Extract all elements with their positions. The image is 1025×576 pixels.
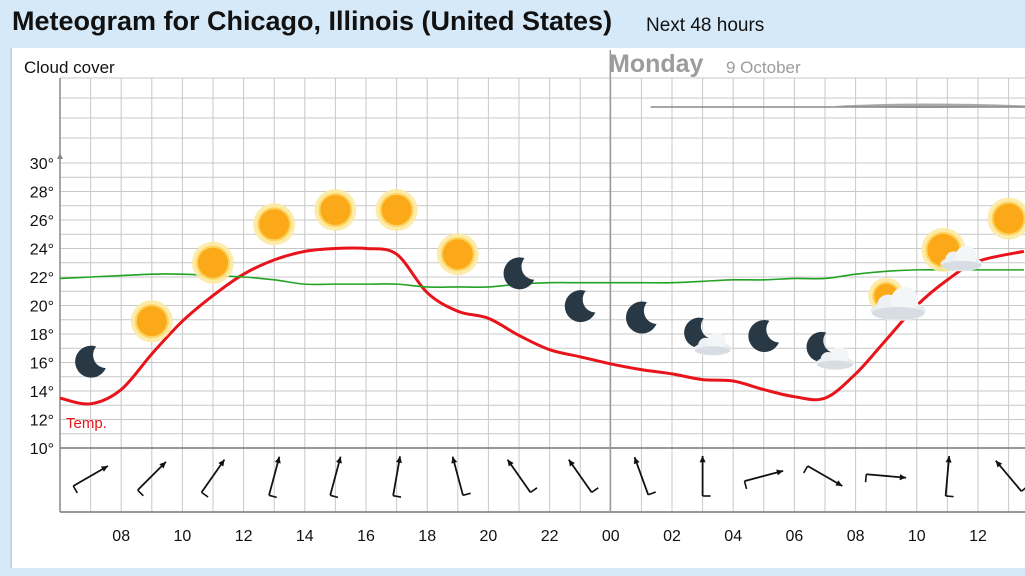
y-tick-label: 10° (30, 441, 54, 458)
sun-icon (375, 189, 418, 232)
y-tick-label: 22° (30, 270, 54, 287)
wind-arrow-icon (200, 459, 226, 498)
wind-arrow-icon (567, 459, 599, 494)
x-tick-label: 00 (602, 528, 620, 545)
x-tick-label: 18 (418, 528, 436, 545)
moon-icon (564, 290, 596, 323)
wind-arrow-icon (392, 456, 402, 498)
header: Meteogram for Chicago, Illinois (United … (0, 0, 1025, 48)
x-tick-label: 14 (296, 528, 314, 545)
wind-arrow-icon (506, 459, 538, 494)
wind-arrow-icon (633, 456, 657, 496)
y-tick-label: 26° (30, 213, 54, 230)
sun-icon (192, 241, 234, 284)
day-label: Monday (609, 50, 704, 78)
y-tick-label: 18° (30, 327, 54, 344)
wind-arrow-icon (995, 460, 1025, 492)
sun-icon (253, 203, 296, 246)
y-axis-arrow-icon (57, 153, 63, 159)
y-tick-label: 24° (30, 242, 54, 259)
x-tick-label: 12 (969, 528, 987, 545)
wind-arrow-icon (137, 461, 167, 497)
wind-arrow-icon (743, 469, 784, 490)
y-tick-label: 30° (30, 156, 54, 173)
sun-icon (436, 233, 479, 276)
y-tick-label: 16° (30, 356, 54, 373)
wind-arrow-icon (944, 455, 954, 498)
x-tick-label: 08 (847, 528, 865, 545)
temperature-series-label: Temp. (66, 415, 107, 432)
cloud-cover-label: Cloud cover (24, 58, 115, 77)
sun-icon (314, 189, 357, 232)
y-tick-label: 20° (30, 299, 54, 316)
sun-icon (130, 300, 173, 343)
moon-cloud-icon (684, 317, 732, 356)
x-tick-label: 08 (112, 528, 130, 545)
y-tick-label: 28° (30, 185, 54, 202)
y-tick-label: 14° (30, 384, 54, 401)
wind-arrow-icon (268, 456, 281, 499)
wind-arrow-icon (699, 456, 711, 497)
x-tick-label: 10 (174, 528, 192, 545)
wind-arrow-icon (451, 456, 471, 497)
wind-arrow-icon (72, 465, 109, 494)
forecast-range-label: Next 48 hours (646, 15, 765, 36)
page-title: Meteogram for Chicago, Illinois (United … (12, 6, 613, 36)
x-tick-label: 20 (480, 528, 498, 545)
x-tick-label: 16 (357, 528, 375, 545)
meteogram-chart: 10° 12° 14° 16° 18° 20° 22° 24° 26° 28° 30° 08 10 12 1… (30, 50, 1025, 545)
moon-icon (75, 345, 106, 378)
date-label: 9 October (726, 58, 801, 77)
sun-icon (987, 197, 1025, 240)
x-tick-label: 02 (663, 528, 681, 545)
temperature-line (60, 246, 1025, 406)
moon-icon (748, 320, 779, 353)
y-tick-label: 12° (30, 413, 54, 430)
moon-icon (625, 301, 657, 334)
moon-cloud-icon (806, 331, 854, 370)
wind-arrow-icon (802, 465, 843, 487)
meteogram-panel: 10° 12° 14° 16° 18° 20° 22° 24° 26° 28° 30° 08 10 12 1… (10, 48, 1025, 568)
x-tick-label: 12 (235, 528, 253, 545)
moon-icon (503, 257, 535, 290)
wind-arrow-icon (329, 456, 342, 499)
x-tick-label: 04 (724, 528, 742, 545)
x-tick-label: 10 (908, 528, 926, 545)
sun-cloud-icon (868, 277, 926, 321)
wind-arrow-icon (864, 473, 907, 483)
x-tick-label: 06 (786, 528, 804, 545)
x-tick-label: 22 (541, 528, 559, 545)
sun-cloud-icon (921, 227, 983, 272)
